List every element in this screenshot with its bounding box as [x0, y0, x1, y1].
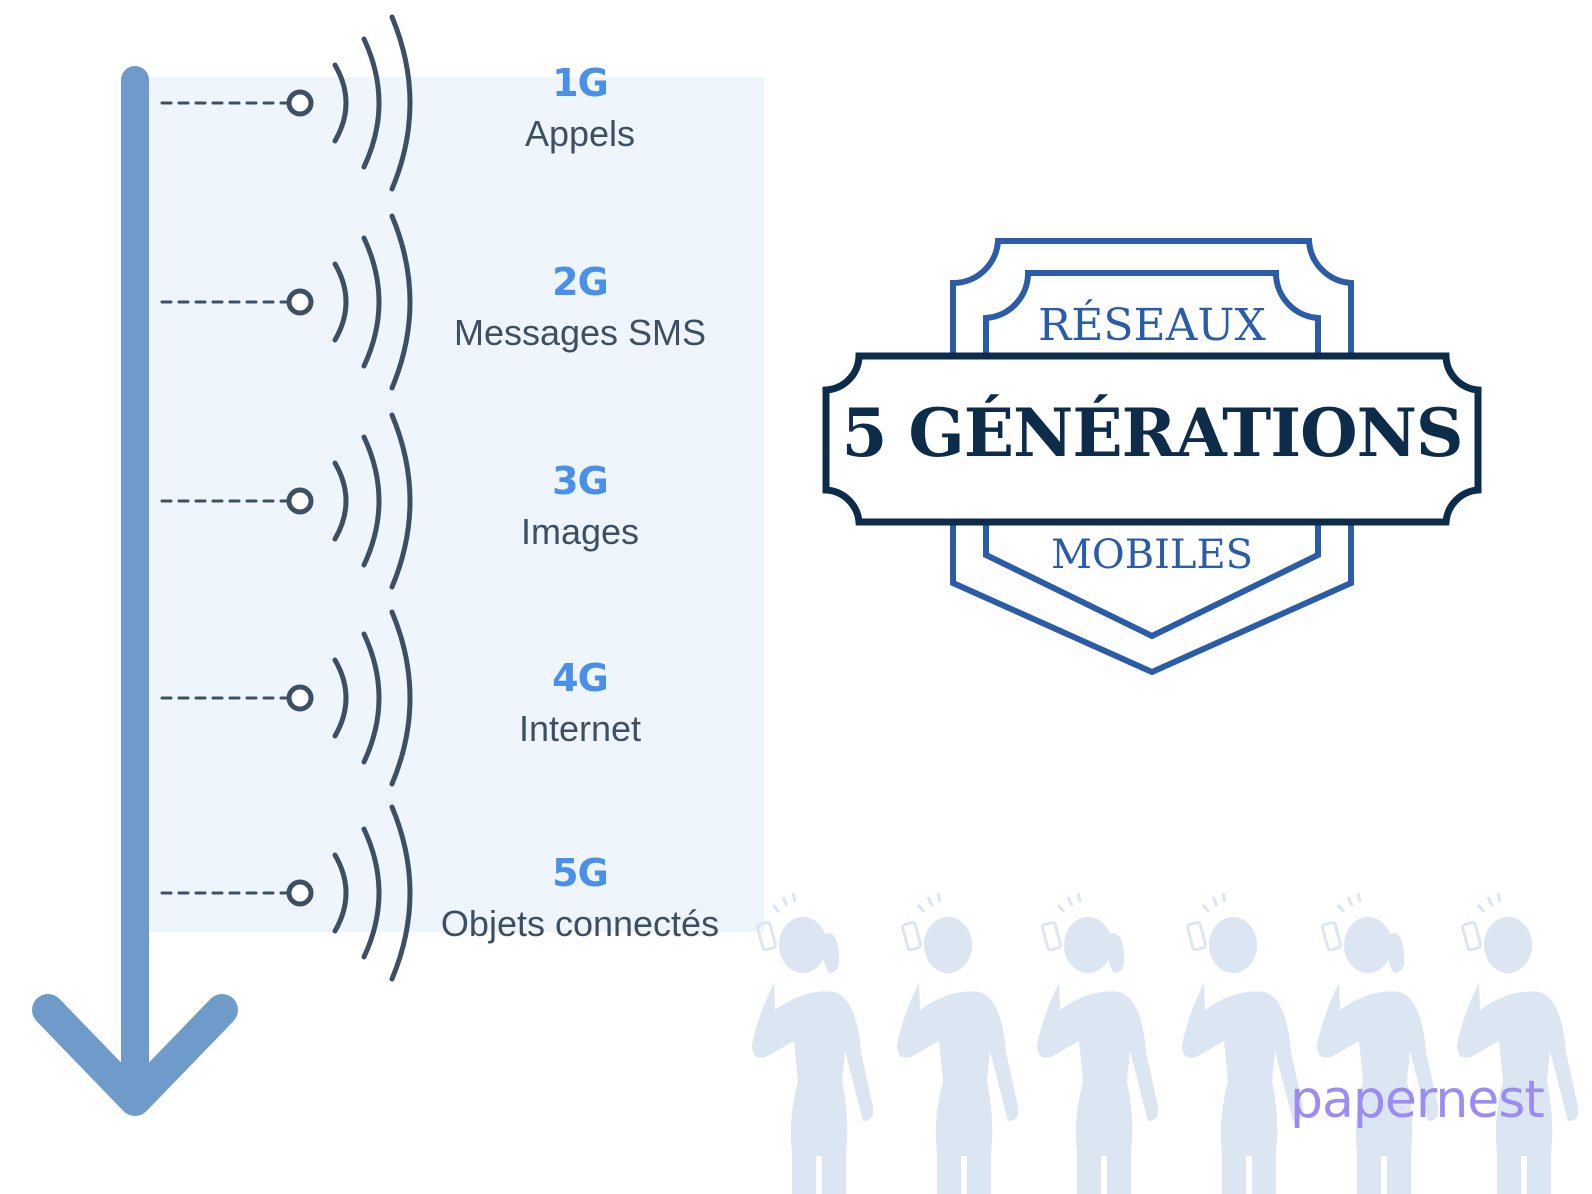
generation-item: 5G Objets connectés [380, 851, 780, 945]
generation-code: 2G [552, 260, 609, 304]
person-on-phone-icon [1182, 892, 1304, 1194]
signal-wave-icon [160, 213, 413, 391]
generation-item: 2G Messages SMS [380, 260, 780, 354]
signal-wave-icon [160, 804, 413, 982]
badge-bottom-text: MOBILES [1050, 532, 1254, 578]
generation-code: 4G [552, 656, 609, 700]
generation-label: Images [520, 511, 640, 552]
badge [822, 238, 1482, 676]
generation-label: Objets connectés [440, 903, 720, 944]
timeline-panel [148, 77, 764, 932]
signal-wave-icon [160, 412, 413, 590]
signal-wave-icon [160, 609, 413, 787]
generation-item: 4G Internet [380, 656, 780, 750]
person-on-phone-icon [897, 892, 1019, 1194]
badge-main-title: 5 GÉNÉRATIONS [841, 394, 1463, 472]
person-on-phone-icon [1457, 892, 1579, 1194]
generation-code: 3G [552, 459, 609, 503]
generation-code: 5G [552, 851, 609, 895]
down-arrow-icon [32, 66, 238, 1116]
person-on-phone-icon [752, 892, 874, 1194]
signal-wave-icon [160, 14, 413, 192]
badge-banner [822, 352, 1482, 526]
person-on-phone-icon [1317, 892, 1439, 1194]
generation-label: Appels [524, 113, 636, 154]
generation-label: Internet [518, 708, 642, 749]
generation-label: Messages SMS [453, 312, 707, 353]
generation-code: 1G [552, 61, 609, 105]
person-on-phone-icon [1037, 892, 1159, 1194]
papernest-logo: papernest [1290, 1070, 1545, 1130]
badge-top-text: RÉSEAUX [1038, 300, 1266, 351]
badge-inner-shield [983, 270, 1321, 640]
generation-item: 1G Appels [380, 61, 780, 155]
generation-item: 3G Images [380, 459, 780, 553]
